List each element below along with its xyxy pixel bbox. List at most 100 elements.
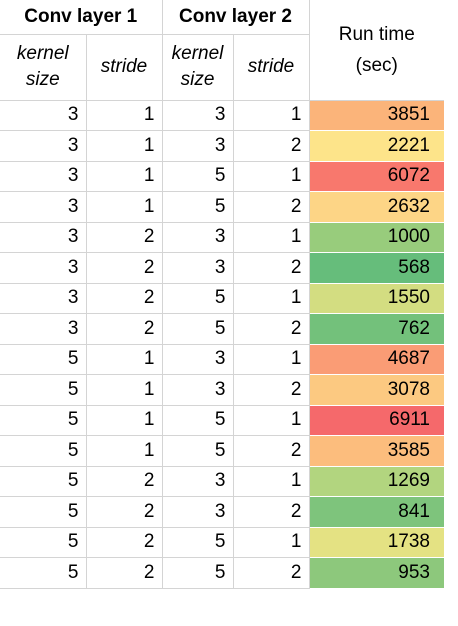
table-row: 5 1 5 1 6911 bbox=[0, 404, 444, 436]
conv1-stride-cell[interactable]: 2 bbox=[85, 526, 163, 558]
stride-header-1[interactable]: stride bbox=[85, 33, 163, 101]
table-row: 3 2 3 1 1000 bbox=[0, 221, 444, 253]
conv1-stride-cell[interactable]: 2 bbox=[85, 313, 163, 345]
run-time-cell[interactable]: 4687 bbox=[308, 343, 444, 375]
conv1-stride-cell[interactable]: 1 bbox=[85, 435, 163, 467]
conv2-kernel-size-cell[interactable]: 3 bbox=[161, 221, 234, 253]
kernel-label: kernel bbox=[16, 43, 69, 64]
run-time-cell[interactable]: 6911 bbox=[308, 404, 444, 436]
run-time-cell[interactable]: 1269 bbox=[308, 465, 444, 497]
conv2-stride-cell[interactable]: 1 bbox=[232, 221, 310, 253]
table-row: 5 1 5 2 3585 bbox=[0, 435, 444, 467]
table-row: 3 1 3 1 3851 bbox=[0, 99, 444, 131]
conv1-kernel-size-cell[interactable]: 5 bbox=[0, 374, 87, 406]
conv2-kernel-size-cell[interactable]: 5 bbox=[161, 313, 234, 345]
conv1-kernel-size-cell[interactable]: 3 bbox=[0, 130, 87, 162]
table-row: 3 2 3 2 568 bbox=[0, 252, 444, 284]
conv1-kernel-size-cell[interactable]: 5 bbox=[0, 404, 87, 436]
run-time-cell[interactable]: 6072 bbox=[308, 160, 444, 192]
conv1-kernel-size-cell[interactable]: 5 bbox=[0, 465, 87, 497]
conv2-stride-cell[interactable]: 2 bbox=[232, 374, 310, 406]
run-time-cell[interactable]: 1000 bbox=[308, 221, 444, 253]
conv1-kernel-size-cell[interactable]: 5 bbox=[0, 526, 87, 558]
conv2-kernel-size-cell[interactable]: 3 bbox=[161, 252, 234, 284]
run-time-cell[interactable]: 2632 bbox=[308, 191, 444, 223]
conv1-stride-cell[interactable]: 1 bbox=[85, 374, 163, 406]
conv2-kernel-size-cell[interactable]: 3 bbox=[161, 374, 234, 406]
table-row: 5 1 3 1 4687 bbox=[0, 343, 444, 375]
conv1-kernel-size-cell[interactable]: 5 bbox=[0, 343, 87, 375]
stride-header-2[interactable]: stride bbox=[232, 33, 310, 101]
conv2-kernel-size-cell[interactable]: 3 bbox=[161, 343, 234, 375]
run-time-cell[interactable]: 3585 bbox=[308, 435, 444, 467]
conv2-stride-cell[interactable]: 1 bbox=[232, 465, 310, 497]
kernel-size-header-1[interactable]: kernel size bbox=[0, 33, 87, 101]
table-row: 3 2 5 1 1550 bbox=[0, 282, 444, 314]
kernel-size-header-2[interactable]: kernel size bbox=[161, 33, 234, 101]
size-label: size bbox=[25, 69, 60, 90]
conv2-stride-cell[interactable]: 2 bbox=[232, 313, 310, 345]
conv2-kernel-size-cell[interactable]: 5 bbox=[161, 526, 234, 558]
conv-layer-2-header[interactable]: Conv layer 2 bbox=[161, 0, 310, 35]
conv1-kernel-size-cell[interactable]: 5 bbox=[0, 496, 87, 528]
run-time-header[interactable]: Run time (sec) bbox=[308, 0, 444, 101]
run-time-cell[interactable]: 568 bbox=[308, 252, 444, 284]
conv1-stride-cell[interactable]: 2 bbox=[85, 282, 163, 314]
run-time-cell[interactable]: 3078 bbox=[308, 374, 444, 406]
size-label: size bbox=[180, 69, 215, 90]
run-time-cell[interactable]: 1550 bbox=[308, 282, 444, 314]
conv1-kernel-size-cell[interactable]: 5 bbox=[0, 435, 87, 467]
conv2-stride-cell[interactable]: 1 bbox=[232, 160, 310, 192]
conv2-kernel-size-cell[interactable]: 3 bbox=[161, 99, 234, 131]
conv2-kernel-size-cell[interactable]: 3 bbox=[161, 465, 234, 497]
conv2-kernel-size-cell[interactable]: 3 bbox=[161, 130, 234, 162]
conv1-kernel-size-cell[interactable]: 3 bbox=[0, 99, 87, 131]
conv2-stride-cell[interactable]: 2 bbox=[232, 252, 310, 284]
conv1-stride-cell[interactable]: 1 bbox=[85, 99, 163, 131]
conv1-kernel-size-cell[interactable]: 3 bbox=[0, 282, 87, 314]
conv1-stride-cell[interactable]: 1 bbox=[85, 343, 163, 375]
conv1-kernel-size-cell[interactable]: 3 bbox=[0, 191, 87, 223]
conv2-stride-cell[interactable]: 2 bbox=[232, 130, 310, 162]
run-time-cell[interactable]: 3851 bbox=[308, 99, 444, 131]
conv1-stride-cell[interactable]: 2 bbox=[85, 496, 163, 528]
table-row: 3 1 5 2 2632 bbox=[0, 191, 444, 223]
conv2-kernel-size-cell[interactable]: 5 bbox=[161, 191, 234, 223]
conv2-stride-cell[interactable]: 1 bbox=[232, 404, 310, 436]
conv1-kernel-size-cell[interactable]: 3 bbox=[0, 313, 87, 345]
conv1-stride-cell[interactable]: 1 bbox=[85, 130, 163, 162]
conv2-kernel-size-cell[interactable]: 5 bbox=[161, 435, 234, 467]
conv2-stride-cell[interactable]: 2 bbox=[232, 435, 310, 467]
conv1-stride-cell[interactable]: 2 bbox=[85, 221, 163, 253]
conv1-stride-cell[interactable]: 1 bbox=[85, 404, 163, 436]
conv2-stride-cell[interactable]: 2 bbox=[232, 557, 310, 589]
conv1-kernel-size-cell[interactable]: 3 bbox=[0, 160, 87, 192]
conv2-kernel-size-cell[interactable]: 5 bbox=[161, 404, 234, 436]
run-time-cell[interactable]: 762 bbox=[308, 313, 444, 345]
table-row: 5 2 3 2 841 bbox=[0, 496, 444, 528]
conv2-stride-cell[interactable]: 1 bbox=[232, 343, 310, 375]
conv1-kernel-size-cell[interactable]: 3 bbox=[0, 252, 87, 284]
conv2-stride-cell[interactable]: 1 bbox=[232, 526, 310, 558]
conv2-kernel-size-cell[interactable]: 5 bbox=[161, 282, 234, 314]
conv1-stride-cell[interactable]: 2 bbox=[85, 465, 163, 497]
conv1-kernel-size-cell[interactable]: 3 bbox=[0, 221, 87, 253]
conv2-stride-cell[interactable]: 1 bbox=[232, 99, 310, 131]
conv2-kernel-size-cell[interactable]: 3 bbox=[161, 496, 234, 528]
run-time-cell[interactable]: 1738 bbox=[308, 526, 444, 558]
run-time-cell[interactable]: 2221 bbox=[308, 130, 444, 162]
conv1-stride-cell[interactable]: 2 bbox=[85, 557, 163, 589]
conv2-stride-cell[interactable]: 1 bbox=[232, 282, 310, 314]
conv2-kernel-size-cell[interactable]: 5 bbox=[161, 557, 234, 589]
conv1-stride-cell[interactable]: 1 bbox=[85, 160, 163, 192]
conv2-stride-cell[interactable]: 2 bbox=[232, 496, 310, 528]
conv2-stride-cell[interactable]: 2 bbox=[232, 191, 310, 223]
run-time-cell[interactable]: 841 bbox=[308, 496, 444, 528]
conv1-kernel-size-cell[interactable]: 5 bbox=[0, 557, 87, 589]
conv1-stride-cell[interactable]: 1 bbox=[85, 191, 163, 223]
conv-layer-1-header[interactable]: Conv layer 1 bbox=[0, 0, 163, 35]
run-time-cell[interactable]: 953 bbox=[308, 557, 444, 589]
conv2-kernel-size-cell[interactable]: 5 bbox=[161, 160, 234, 192]
conv1-stride-cell[interactable]: 2 bbox=[85, 252, 163, 284]
